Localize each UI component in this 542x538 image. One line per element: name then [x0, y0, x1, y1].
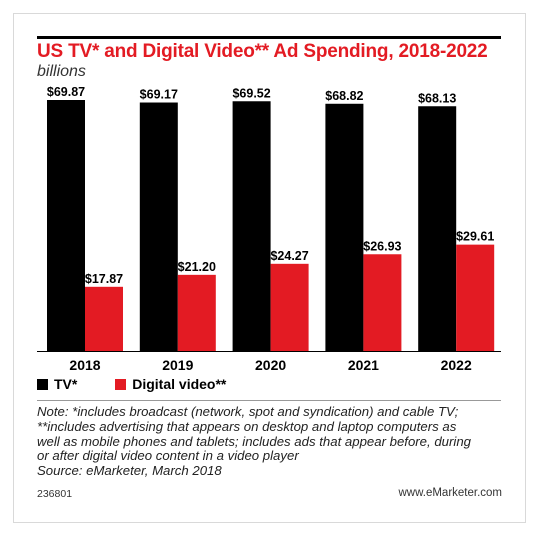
data-label-digital-video-2022: $29.61	[456, 230, 494, 244]
note-line: or after digital video content in a vide…	[37, 448, 299, 464]
x-tick-label-2021: 2021	[348, 357, 379, 373]
brand-link[interactable]: www.eMarketer.com	[398, 487, 502, 499]
data-label-tv-2020: $69.52	[232, 86, 270, 100]
note-separator	[37, 400, 501, 401]
data-label-tv-2019: $69.17	[140, 88, 178, 102]
note-line: Note: *includes broadcast (network, spot…	[37, 404, 459, 419]
x-tick-label-2022: 2022	[441, 357, 472, 373]
legend-label-tv: TV*	[54, 376, 78, 392]
data-label-digital-video-2019: $21.20	[178, 260, 216, 274]
chart-note: Note: *includes broadcast (network, spot…	[37, 404, 507, 479]
legend-label-digital-video: Digital video**	[132, 376, 227, 392]
note-line: well as mobile phones and tablets; inclu…	[37, 433, 472, 449]
legend-swatch-tv	[37, 378, 48, 390]
x-tick-label-2019: 2019	[162, 357, 193, 373]
x-tick-label-2020: 2020	[255, 357, 286, 373]
bar-digital-video-2021	[363, 254, 402, 351]
data-label-digital-video-2018: $17.87	[85, 272, 123, 286]
bar-digital-video-2020	[270, 263, 309, 351]
data-label-digital-video-2020: $24.27	[270, 249, 308, 263]
legend-item-tv: TV*	[37, 376, 77, 392]
legend-item-digital-video: Digital video**	[115, 376, 226, 392]
x-tick-label-2018: 2018	[69, 357, 100, 373]
legend-swatch-digital-video	[115, 378, 127, 390]
bar-tv-2022	[418, 106, 457, 351]
bar-tv-2019	[139, 102, 178, 351]
bar-tv-2018	[47, 100, 85, 351]
bar-digital-video-2022	[456, 244, 495, 351]
data-label-tv-2018: $69.87	[47, 85, 85, 99]
source-line: Source: eMarketer, March 2018	[37, 463, 222, 479]
data-label-tv-2022: $68.13	[418, 91, 456, 105]
bar-digital-video-2018	[85, 286, 123, 351]
data-label-digital-video-2021: $26.93	[363, 239, 401, 253]
bar-tv-2020	[232, 101, 271, 352]
note-line: **includes advertising that appears on d…	[37, 418, 457, 434]
legend: TV* Digital video**	[37, 376, 260, 393]
title-rule	[37, 36, 501, 39]
chart-title: US TV* and Digital Video** Ad Spending, …	[37, 41, 488, 62]
chart-id: 236801	[37, 488, 73, 500]
bar-digital-video-2019	[177, 274, 216, 351]
data-label-tv-2021: $68.82	[325, 89, 363, 103]
bar-chart: $69.87 $17.87 2018 $69.17 $21.20 2019 $69.52 $2…	[37, 85, 501, 373]
chart-subtitle: billions	[37, 63, 86, 80]
bar-tv-2021	[325, 103, 364, 351]
